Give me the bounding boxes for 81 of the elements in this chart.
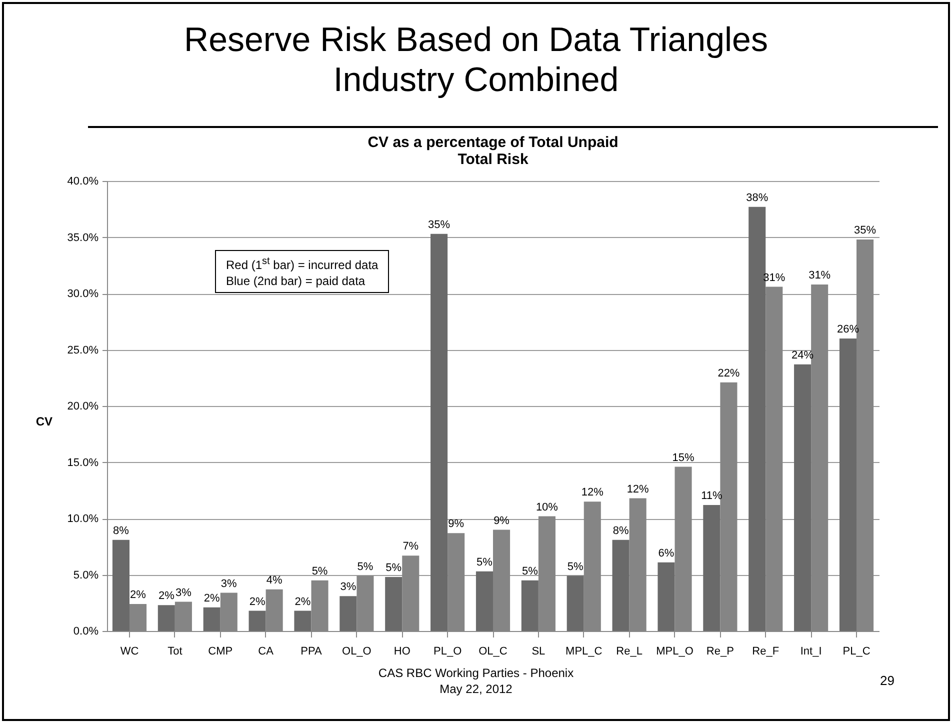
data-label: 2% (294, 596, 311, 608)
data-label: 38% (746, 192, 768, 204)
y-tick-label: 30.0% (67, 288, 99, 300)
bar (658, 562, 675, 631)
data-label: 5% (567, 560, 584, 573)
x-tick-label: Re_L (616, 646, 642, 658)
chart-subtitle: CV as a percentage of Total Unpaid Total Risk (368, 134, 618, 168)
bar (476, 571, 493, 631)
data-label: 5% (312, 565, 328, 578)
text: CAS RBC Working Parties - Phoenix May 22, 2012 (378, 666, 574, 696)
y-tick-label: 0.0% (73, 626, 99, 638)
data-label: 2% (130, 589, 146, 601)
bar (430, 234, 448, 631)
data-label: 24% (792, 349, 814, 362)
data-label: 5% (522, 565, 538, 578)
bar (839, 338, 857, 631)
bar (294, 610, 312, 631)
bar (794, 364, 812, 631)
bar (248, 610, 266, 631)
data-label: 5% (386, 562, 402, 574)
bar (112, 540, 130, 631)
annotation: Red (1$^{st}$ bar) = incurred data Blue (2nd bar) = paid data (215, 250, 390, 293)
x-tick-label: PL_C (842, 646, 870, 658)
data-label: 3% (175, 586, 192, 599)
bar (385, 577, 402, 631)
data-label: 26% (836, 324, 860, 336)
data-label: 2% (158, 590, 175, 602)
data-label: 8% (113, 524, 130, 537)
chart-title: Reserve Risk Based on Data Triangles Industry Combined (183, 20, 769, 100)
data-label: 7% (402, 540, 419, 553)
y-tick-label: 25.0% (67, 344, 99, 356)
x-tick-label: OL_O (342, 646, 372, 658)
data-label: 6% (658, 547, 674, 560)
x-tick-label: Re_P (706, 646, 734, 658)
y-tick-label: 5.0% (73, 569, 99, 582)
bar (566, 576, 584, 631)
data-label: 35% (854, 224, 876, 236)
data-label: 8% (612, 524, 629, 537)
x-tick-label: Int_I (800, 646, 822, 658)
data-label: 12% (626, 483, 650, 496)
data-label: 2% (204, 592, 220, 604)
text: 29 (880, 673, 894, 688)
x-tick-label: WC (120, 646, 139, 658)
y-tick-label: 15.0% (67, 456, 99, 469)
x-tick-label: MPL_O (656, 646, 694, 658)
data-label: 5% (476, 556, 493, 568)
data-label: 3% (220, 578, 238, 590)
data-label: 2% (249, 596, 266, 608)
data-label: 9% (448, 518, 464, 530)
x-tick-label: PPA (300, 646, 322, 658)
x-tick-label: OL_C (478, 646, 508, 658)
data-label: 11% (701, 490, 722, 502)
x-tick-label: MPL_C (566, 646, 602, 658)
bar (340, 596, 357, 631)
data-label: 35% (428, 218, 450, 231)
data-label: 10% (536, 501, 558, 514)
data-label: 3% (340, 581, 356, 594)
x-tick-label: HO (394, 646, 411, 658)
bar (203, 607, 220, 631)
x-tick-label: PL_O (433, 646, 462, 658)
data-label: 22% (718, 367, 740, 380)
bar (521, 580, 538, 631)
y-tick-label: 10.0% (67, 513, 99, 525)
data-label: 15% (672, 452, 694, 464)
y-tick-label: 40.0% (67, 176, 99, 188)
y-tick-label: 35.0% (67, 232, 99, 244)
data-label: 4% (266, 574, 282, 586)
data-label: 31% (808, 270, 831, 282)
data-label: 5% (357, 560, 374, 573)
y-tick-label: 20.0% (67, 400, 99, 412)
bar (158, 605, 175, 631)
x-tick-label: Tot (168, 646, 182, 658)
y-axis-title: CV (36, 414, 52, 428)
data-label: 12% (581, 486, 604, 499)
bar (612, 540, 630, 631)
bar (703, 505, 720, 631)
data-label: 9% (494, 514, 510, 527)
x-tick-label: CA (258, 646, 274, 658)
x-tick-label: Re_F (752, 646, 780, 658)
x-tick-label: CMP (208, 646, 233, 658)
x-tick-label: SL (532, 646, 546, 658)
